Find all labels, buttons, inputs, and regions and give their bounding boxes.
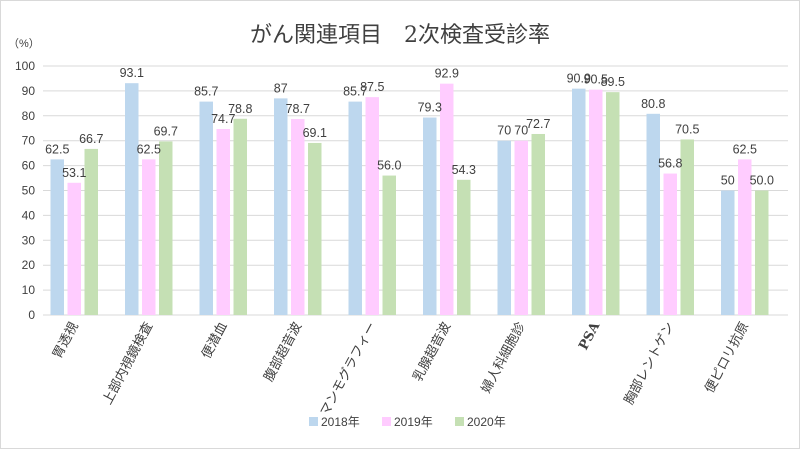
bar [199,101,213,316]
category-labels: 胃透視 上部内視鏡検査 便潜血 腹部超音波 マンモグラフィー 乳腺超音波 婦人科細胞診 PSA… [50,319,752,418]
bar [589,89,603,315]
bar [497,140,511,315]
data-label: 78.8 [228,102,252,116]
data-label: 70 [514,124,528,138]
y-tick-label: 90 [22,84,36,98]
data-label: 72.7 [526,117,550,131]
bar [125,83,139,315]
data-label: 74.7 [211,112,235,126]
data-label: 66.7 [79,132,103,146]
bar [84,148,98,315]
data-label: 53.1 [62,166,86,180]
bar [159,141,173,315]
category-label: マンモグラフィー [318,320,380,419]
data-labels: 62.5 53.1 66.7 93.1 62.5 69.7 85.7 74.778.8 87 78… [45,66,774,187]
legend-label: 2018年 [321,415,360,429]
category-label: 婦人科細胞診 [478,319,529,395]
y-tick-label: 20 [22,258,36,272]
data-label: 69.7 [154,124,178,138]
bar [738,159,752,315]
bar [348,101,362,316]
y-tick-label: 10 [22,283,36,297]
bar [646,113,660,315]
data-label: 93.1 [120,66,144,80]
chart-title: がん関連項目 2次検査受診率 [250,23,550,48]
bar [50,159,64,315]
y-tick-label: 80 [22,109,36,123]
category-label: 便ピロリ抗原 [702,320,752,396]
legend-swatch [455,417,464,426]
bar [680,139,694,315]
y-tick-label: 0 [28,308,35,322]
data-label: 50.0 [750,174,774,188]
category-label: 上部内視鏡検査 [99,319,156,407]
legend-label: 2019年 [394,415,433,429]
category-label: 乳腺超音波 [410,319,455,384]
bar [755,190,769,315]
bar [440,83,454,315]
data-label: 56.8 [658,157,682,171]
legend-swatch [382,417,391,426]
data-label: 62.5 [137,142,161,156]
data-label: 89.5 [601,75,625,89]
legend-label: 2020年 [467,415,506,429]
bar [216,128,230,315]
data-label: 85.7 [343,85,367,99]
category-label: 胸部レントゲン [622,320,678,407]
data-label: 85.7 [194,85,218,99]
data-label: 78.7 [286,102,310,116]
bar [423,117,437,315]
bar [142,159,156,315]
bar [233,118,247,316]
y-tick-label: 70 [22,134,36,148]
bars [50,83,769,316]
data-label: 70.5 [675,122,699,136]
data-label: 50 [721,174,735,188]
data-label: 80.8 [641,97,665,111]
legend-swatch [309,417,318,426]
bar [365,97,379,315]
data-label: 79.3 [418,101,442,115]
data-label: 87 [274,81,288,95]
data-label: 69.1 [303,126,327,140]
bar [721,190,735,315]
data-label: 90.5 [584,73,608,87]
bar [663,173,677,315]
bar [308,142,322,315]
data-label: 87.5 [360,80,384,94]
bar [457,179,471,315]
bar [531,133,545,315]
y-tick-label: 40 [22,208,36,222]
bar [606,92,620,316]
y-tick-label: 30 [22,233,36,247]
data-label: 90.9 [567,72,591,86]
category-label: 便潜血 [199,320,231,361]
y-tick-label: 60 [22,159,36,173]
legend: 2018年 2019年 2020年 [309,415,506,429]
bar [382,175,396,315]
category-label: 胃透視 [50,320,82,361]
bar [572,88,586,315]
bar [274,98,288,316]
y-tick-label: 50 [22,184,36,198]
data-label: 56.0 [377,159,401,173]
y-tick-labels: 0 10 20 30 40 50 60 70 80 90 100 [15,59,35,322]
y-axis-unit: （%） [8,37,40,50]
y-tick-label: 100 [15,59,35,73]
bar [291,119,305,315]
data-label: 54.3 [452,163,476,177]
data-label: 62.5 [45,142,69,156]
bar [67,182,81,315]
data-label: 62.5 [733,142,757,156]
category-label: PSA [576,319,603,353]
data-label: 92.9 [435,67,459,81]
bar [514,140,528,315]
category-label: 腹部超音波 [261,319,306,384]
data-label: 70 [497,124,511,138]
